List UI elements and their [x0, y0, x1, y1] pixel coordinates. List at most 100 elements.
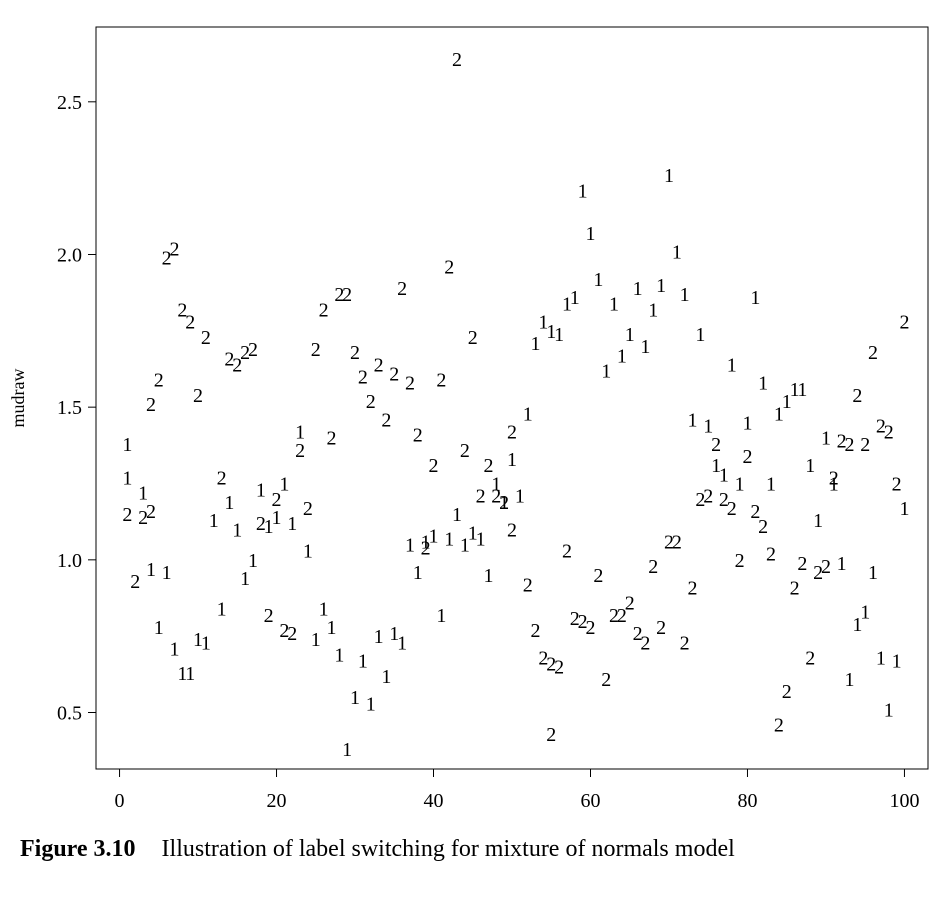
data-point-label-1: 1 — [578, 180, 588, 202]
data-point-label-1: 1 — [201, 632, 211, 654]
data-point-label-2: 2 — [640, 632, 650, 654]
data-point-label-2: 2 — [319, 299, 329, 321]
data-point-label-2: 2 — [272, 489, 282, 511]
data-point-label-2: 2 — [138, 507, 148, 529]
data-point-label-1: 1 — [688, 409, 698, 431]
data-point-label-2: 2 — [256, 513, 266, 535]
data-point-label-1: 1 — [899, 498, 909, 520]
data-point-label-2: 2 — [185, 312, 195, 334]
data-point-label-1: 1 — [656, 275, 666, 297]
data-point-label-2: 2 — [311, 339, 321, 361]
data-point-label-1: 1 — [805, 455, 815, 477]
data-point-label-1: 1 — [468, 522, 478, 544]
data-point-label-1: 1 — [601, 361, 611, 383]
data-point-label-2: 2 — [546, 654, 556, 676]
data-point-label-2: 2 — [845, 434, 855, 456]
data-point-label-2: 2 — [429, 455, 439, 477]
data-point-label-2: 2 — [719, 489, 729, 511]
data-point-label-1: 1 — [272, 507, 282, 529]
data-point-label-2: 2 — [766, 544, 776, 566]
data-point-label-2: 2 — [562, 541, 572, 563]
data-point-label-2: 2 — [758, 516, 768, 538]
data-point-label-1: 1 — [303, 541, 313, 563]
data-point-label-2: 2 — [750, 501, 760, 523]
data-point-label-2: 2 — [899, 312, 909, 334]
data-point-label-2: 2 — [892, 473, 902, 495]
data-point-label-2: 2 — [224, 348, 234, 370]
data-point-label-2: 2 — [735, 550, 745, 572]
data-point-label-1: 1 — [884, 699, 894, 721]
data-point-label-1: 1 — [782, 391, 792, 413]
data-point-label-2: 2 — [876, 415, 886, 437]
data-point-label-1: 1 — [523, 403, 533, 425]
data-point-label-2: 2 — [617, 605, 627, 627]
data-point-label-1: 1 — [483, 565, 493, 587]
data-point-label-1: 1 — [766, 473, 776, 495]
data-point-label-1: 1 — [876, 648, 886, 670]
data-point-label-1: 1 — [311, 629, 321, 651]
data-point-label-1: 1 — [813, 510, 823, 532]
data-point-label-2: 2 — [672, 532, 682, 554]
data-point-label-1: 1 — [193, 629, 203, 651]
data-point-label-2: 2 — [829, 467, 839, 489]
data-point-label-1: 1 — [374, 626, 384, 648]
data-point-label-2: 2 — [507, 422, 517, 444]
data-point-label-1: 1 — [742, 412, 752, 434]
data-point-label-2: 2 — [303, 498, 313, 520]
data-point-label-1: 1 — [240, 568, 250, 590]
data-point-label-1: 1 — [593, 269, 603, 291]
data-point-label-1: 1 — [209, 510, 219, 532]
data-point-label-1: 1 — [232, 519, 242, 541]
data-point-label-1: 1 — [538, 312, 548, 334]
data-point-label-2: 2 — [162, 248, 172, 270]
data-point-label-2: 2 — [389, 364, 399, 386]
data-point-label-2: 2 — [460, 440, 470, 462]
data-point-label-2: 2 — [295, 440, 305, 462]
data-point-label-2: 2 — [248, 339, 258, 361]
data-point-label-2: 2 — [837, 431, 847, 453]
data-point-label-2: 2 — [193, 385, 203, 407]
data-point-label-2: 2 — [287, 623, 297, 645]
data-point-label-2: 2 — [688, 577, 698, 599]
data-point-label-1: 1 — [319, 599, 329, 621]
data-point-label-2: 2 — [711, 434, 721, 456]
data-point-label-2: 2 — [633, 623, 643, 645]
data-point-label-2: 2 — [154, 370, 164, 392]
data-point-label-2: 2 — [468, 327, 478, 349]
data-point-label-1: 1 — [421, 532, 431, 554]
data-point-label-2: 2 — [146, 501, 156, 523]
data-point-label-1: 1 — [750, 287, 760, 309]
data-point-label-1: 1 — [436, 605, 446, 627]
data-point-label-1: 1 — [405, 535, 415, 557]
data-point-label-2: 2 — [782, 681, 792, 703]
y-tick-label: 2.0 — [57, 244, 82, 266]
data-point-label-1: 1 — [672, 241, 682, 263]
data-point-label-2: 2 — [695, 489, 705, 511]
data-point-label-1: 1 — [609, 293, 619, 315]
data-point-label-2: 2 — [232, 354, 242, 376]
figure-caption: Figure 3.10 Illustration of label switchi… — [20, 836, 735, 863]
data-point-label-2: 2 — [531, 620, 541, 642]
x-tick-label: 0 — [115, 790, 125, 812]
data-point-label-2: 2 — [797, 553, 807, 575]
data-point-label-1: 1 — [217, 599, 227, 621]
data-point-label-2: 2 — [452, 49, 462, 71]
data-point-label-1: 1 — [570, 287, 580, 309]
data-point-label-2: 2 — [648, 556, 658, 578]
data-point-label-2: 2 — [601, 669, 611, 691]
data-point-label-1: 1 — [122, 467, 132, 489]
data-point-label-1: 1 — [617, 345, 627, 367]
axis-ticks: 0 20 40 60 80 100 0.5 1.0 1.5 2.0 2.5 — [57, 92, 919, 812]
data-point-label-1: 1 — [546, 321, 556, 343]
data-point-label-1: 1 — [703, 415, 713, 437]
data-point-label-1: 1 — [358, 651, 368, 673]
data-point-label-1: 1 — [381, 666, 391, 688]
y-tick-label: 0.5 — [57, 703, 82, 725]
data-point-label-2: 2 — [169, 238, 179, 260]
data-point-label-2: 2 — [742, 446, 752, 468]
plot-frame — [95, 26, 929, 770]
data-point-label-1: 1 — [554, 324, 564, 346]
data-point-label-1: 1 — [633, 278, 643, 300]
data-point-label-2: 2 — [852, 385, 862, 407]
y-axis-label: mudraw — [8, 369, 28, 428]
